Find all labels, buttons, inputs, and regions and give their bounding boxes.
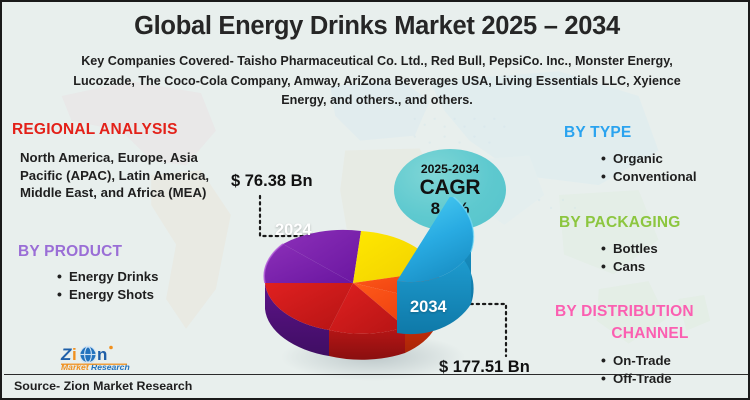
svg-text:Market: Market bbox=[61, 362, 90, 372]
section-heading-by-type: BY TYPE bbox=[564, 124, 632, 141]
section-heading-by-product: BY PRODUCT bbox=[18, 243, 123, 260]
svg-text:i: i bbox=[72, 345, 77, 364]
list-item[interactable]: Cans bbox=[601, 257, 658, 276]
by-type-list: Organic Conventional bbox=[596, 149, 697, 187]
pie-slice-label-2024: 2024 bbox=[275, 221, 312, 239]
cagr-period: 2025-2034 bbox=[420, 162, 480, 176]
zion-market-research-logo[interactable]: Z i n Market Research bbox=[59, 343, 137, 373]
pie-slice-label-2034: 2034 bbox=[410, 298, 447, 316]
section-heading-by-distribution-channel: BY DISTRIBUTION bbox=[555, 303, 694, 320]
list-item[interactable]: On-Trade bbox=[601, 351, 672, 370]
footer-divider bbox=[4, 374, 748, 375]
source-credit: Source- Zion Market Research bbox=[14, 379, 193, 393]
by-packaging-list: Bottles Cans bbox=[596, 239, 658, 277]
list-item[interactable]: Energy Drinks bbox=[57, 267, 158, 286]
svg-text:Z: Z bbox=[60, 345, 72, 364]
list-item[interactable]: Organic bbox=[601, 149, 697, 168]
list-item[interactable]: Bottles bbox=[601, 239, 658, 258]
list-item[interactable]: Energy Shots bbox=[57, 285, 158, 304]
svg-text:Research: Research bbox=[91, 362, 130, 372]
section-heading-by-packaging: BY PACKAGING bbox=[559, 214, 681, 231]
section-heading-regional-analysis: REGIONAL ANALYSIS bbox=[12, 121, 178, 138]
cagr-label: CAGR bbox=[419, 176, 481, 199]
by-distribution-list: On-Trade Off-Trade bbox=[596, 351, 672, 389]
key-companies-covered: Key Companies Covered- Taisho Pharmaceut… bbox=[73, 54, 681, 107]
pie-chart-3d: 2024 2034 bbox=[257, 197, 507, 387]
list-item[interactable]: Off-Trade bbox=[601, 369, 672, 388]
regional-analysis-body: North America, Europe, Asia Pacific (APA… bbox=[20, 150, 210, 201]
svg-text:n: n bbox=[97, 345, 107, 364]
page-title: Global Energy Drinks Market 2025 – 2034 bbox=[134, 12, 620, 40]
section-heading-by-distribution-channel-line2: CHANNEL bbox=[611, 325, 689, 342]
list-item[interactable]: Conventional bbox=[601, 167, 696, 186]
value-label-2024: $ 76.38 Bn bbox=[231, 172, 313, 190]
by-product-list: Energy Drinks Energy Shots bbox=[52, 267, 158, 305]
